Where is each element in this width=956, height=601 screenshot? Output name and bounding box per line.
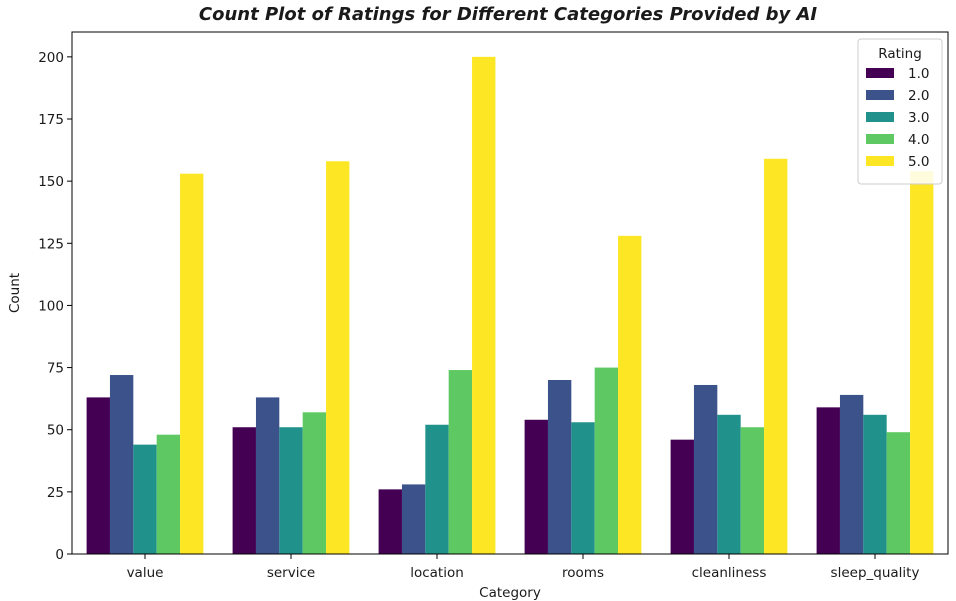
- bar-rooms-rating-3.0: [571, 422, 595, 554]
- y-tick-label: 150: [38, 174, 64, 190]
- bar-value-rating-1.0: [86, 397, 110, 554]
- bar-sleep_quality-rating-2.0: [839, 394, 864, 554]
- bar-location-rating-2.0: [401, 484, 426, 554]
- bar-value-rating-5.0: [180, 173, 204, 554]
- y-axis: 0 25 50 75 100 125 150 175 200: [38, 50, 72, 563]
- bar-cleanliness-rating-5.0: [764, 158, 788, 554]
- legend-items: 1.0 2.0 3.0 4.0 5.0: [866, 66, 929, 170]
- bar-sleep_quality-rating-3.0: [863, 414, 887, 554]
- bar-location-rating-1.0: [378, 489, 402, 554]
- y-tick-label: 0: [55, 547, 64, 563]
- bar-value-rating-2.0: [109, 375, 134, 554]
- x-tick-label-cleanliness: cleanliness: [692, 565, 767, 581]
- bar-cleanliness-rating-3.0: [717, 414, 741, 554]
- y-tick-label: 100: [38, 298, 64, 314]
- bar-location-rating-3.0: [425, 424, 449, 554]
- bar-rooms-rating-4.0: [594, 367, 619, 554]
- bar-value-rating-3.0: [133, 444, 157, 554]
- y-tick-label: 175: [38, 112, 64, 128]
- bar-sleep_quality-rating-4.0: [886, 432, 911, 554]
- bar-service-rating-1.0: [232, 427, 256, 554]
- bar-cleanliness-rating-1.0: [670, 439, 694, 554]
- legend-label-4.0: 4.0: [908, 132, 929, 148]
- x-axis-label: Category: [479, 585, 541, 601]
- bar-value-rating-4.0: [156, 434, 181, 554]
- x-tick-label-rooms: rooms: [562, 565, 604, 581]
- bar-rooms-rating-2.0: [547, 380, 572, 554]
- bar-service-rating-3.0: [279, 427, 303, 554]
- y-tick-label: 50: [47, 423, 64, 439]
- bar-location-rating-5.0: [472, 56, 496, 555]
- y-tick-label: 75: [47, 361, 64, 377]
- y-axis-label: Count: [7, 273, 23, 313]
- bar-rooms-rating-5.0: [618, 235, 642, 554]
- legend: Rating 1.0 2.0 3.0 4.0 5.0: [857, 38, 943, 185]
- bar-service-rating-2.0: [255, 397, 280, 554]
- legend-swatch-1.0: [866, 68, 894, 78]
- y-tick-label: 125: [38, 236, 64, 252]
- y-tick-label: 200: [38, 50, 64, 66]
- legend-swatch-2.0: [866, 90, 894, 100]
- bar-cleanliness-rating-2.0: [693, 384, 718, 554]
- legend-label-3.0: 3.0: [908, 110, 929, 126]
- legend-label-5.0: 5.0: [908, 154, 929, 170]
- legend-label-2.0: 2.0: [908, 88, 929, 104]
- legend-label-1.0: 1.0: [908, 66, 929, 82]
- x-tick-label-service: service: [267, 565, 315, 581]
- bar-service-rating-5.0: [326, 161, 350, 554]
- legend-swatch-4.0: [866, 134, 894, 144]
- x-tick-label-sleep_quality: sleep_quality: [831, 565, 920, 581]
- bar-service-rating-4.0: [302, 412, 327, 554]
- bar-sleep_quality-rating-5.0: [910, 171, 934, 554]
- bars-group: [86, 56, 934, 555]
- legend-title: Rating: [878, 46, 922, 62]
- x-tick-label-location: location: [410, 565, 464, 581]
- bar-rooms-rating-1.0: [524, 419, 548, 554]
- legend-swatch-3.0: [866, 112, 894, 122]
- legend-swatch-5.0: [866, 156, 894, 166]
- bar-sleep_quality-rating-1.0: [816, 407, 840, 554]
- chart-title: Count Plot of Ratings for Different Cate…: [199, 4, 818, 25]
- bar-location-rating-4.0: [448, 370, 473, 554]
- x-axis: value service location rooms cleanliness slee…: [127, 554, 920, 581]
- bar-cleanliness-rating-4.0: [740, 427, 765, 554]
- y-tick-label: 25: [47, 485, 64, 501]
- plot-frame: [71, 31, 949, 555]
- x-tick-label-value: value: [127, 565, 164, 581]
